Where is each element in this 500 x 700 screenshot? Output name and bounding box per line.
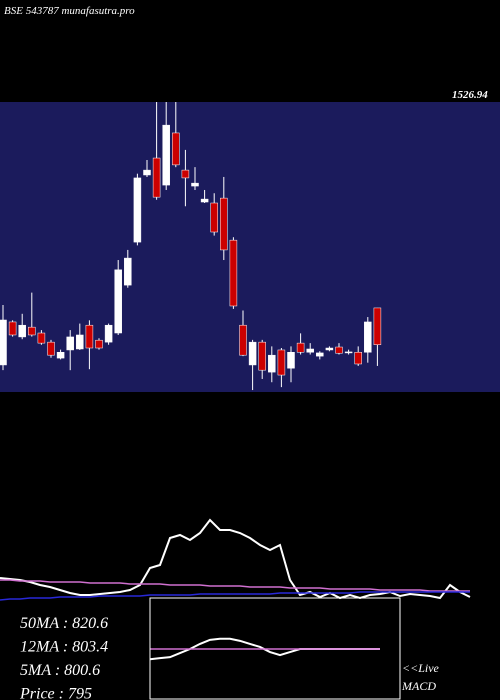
candle-body [95, 339, 103, 349]
candle-body [296, 342, 305, 353]
candle-body [287, 351, 295, 369]
candle-body [114, 269, 122, 334]
candle-body [354, 351, 362, 365]
candle-body [18, 324, 26, 338]
candle-body [56, 351, 65, 359]
candle-body [200, 198, 209, 203]
candle-body [229, 239, 238, 307]
candle-body [28, 326, 36, 336]
candle-body [325, 347, 334, 351]
ma-label: 12MA : 803.4 [20, 639, 108, 656]
candle-body [220, 197, 228, 251]
candle-body [8, 321, 17, 336]
candle-body [85, 324, 94, 349]
candle-body [373, 307, 382, 346]
candle-body [268, 354, 276, 373]
candle-body [191, 182, 199, 187]
indicator-line [0, 579, 470, 592]
ma-label: 5MA : 800.6 [20, 662, 100, 679]
candle-body [364, 321, 372, 353]
candle-body [172, 132, 180, 166]
candle-body [104, 324, 113, 343]
candle-body [277, 349, 286, 376]
candle-body [76, 334, 84, 350]
candle-body [47, 341, 55, 356]
candle-body [0, 319, 7, 366]
candle-body [124, 257, 132, 286]
candle-body [248, 341, 257, 366]
macd-frame [149, 597, 401, 700]
ma-label: 50MA : 820.6 [20, 615, 108, 632]
macd-label: <<Live [402, 661, 440, 675]
candle-body [239, 324, 247, 356]
candle-body [162, 124, 170, 186]
candle-body [66, 336, 74, 351]
candle-body [37, 332, 46, 344]
price-label: 1526.94 [452, 89, 488, 101]
candle-body [258, 341, 266, 371]
candle-body [152, 157, 161, 198]
candle-body [344, 351, 353, 354]
candle-body [181, 169, 190, 179]
candle-body [210, 202, 218, 233]
candle-body [143, 169, 151, 176]
candle-body [316, 352, 324, 357]
candle-body [335, 346, 343, 354]
chart-title: BSE 543787 munafasutra.pro [4, 5, 135, 17]
candle-body [133, 177, 142, 243]
ma-label: Price : 795 [19, 686, 92, 700]
indicator-line [0, 591, 470, 601]
macd-label: MACD [401, 679, 436, 693]
candle-body [306, 348, 314, 353]
